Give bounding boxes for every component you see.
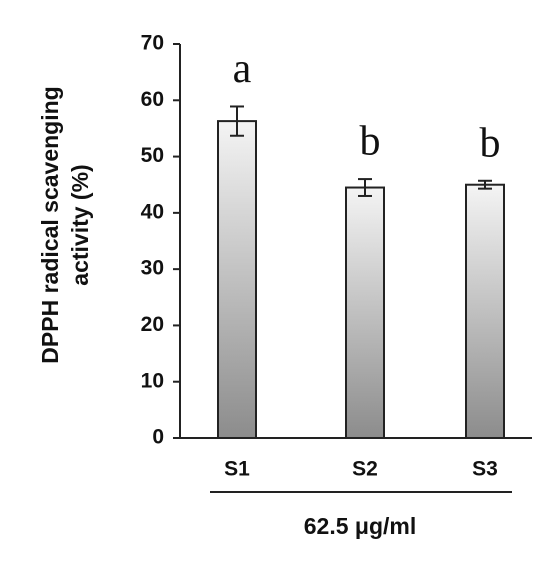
y-tick-label: 10 <box>141 369 164 392</box>
y-tick-label: 50 <box>141 144 164 167</box>
y-axis-label: DPPH radical scavenging <box>37 86 63 363</box>
error-bar <box>478 179 492 190</box>
bar <box>465 183 505 439</box>
error-bar <box>230 105 244 137</box>
y-tick-label: 20 <box>141 313 164 336</box>
x-tick-label: S2 <box>352 458 378 481</box>
significance-letter: a <box>233 46 252 92</box>
y-tick-label: 30 <box>141 257 164 280</box>
y-tick-label: 0 <box>152 426 164 449</box>
significance-letter: b <box>360 119 381 165</box>
x-tick-label: S1 <box>224 458 250 481</box>
significance-letter: b <box>480 120 501 166</box>
bar <box>345 186 385 439</box>
y-tick-label: 70 <box>141 32 164 55</box>
y-tick-label: 60 <box>141 88 164 111</box>
y-label-1: DPPH radical scavenging <box>37 86 63 363</box>
error-bar <box>358 178 372 197</box>
y-tick-label: 40 <box>141 200 164 223</box>
x-axis-label: 62.5 μg/ml <box>304 513 417 539</box>
bar <box>217 120 257 440</box>
y-label-2: activity (%) <box>67 164 93 285</box>
x-tick-label: S3 <box>472 458 498 481</box>
y-axis-label: activity (%) <box>67 164 93 285</box>
